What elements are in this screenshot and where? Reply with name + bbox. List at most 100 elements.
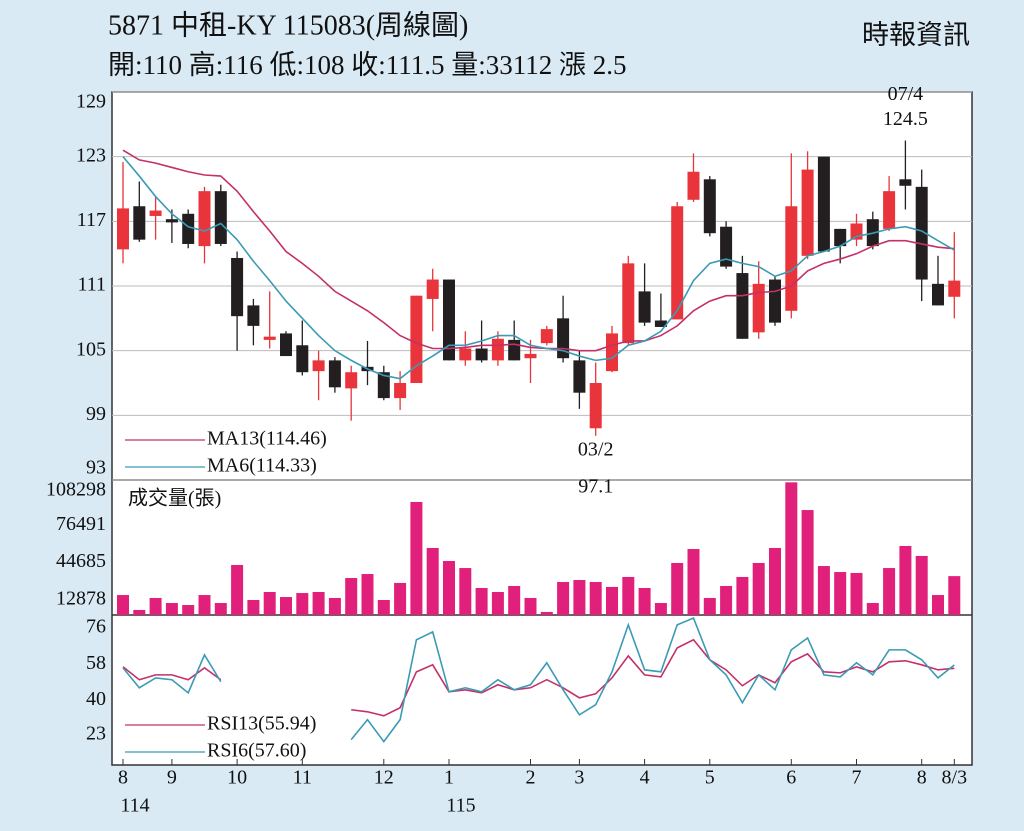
legend-label: MA6(114.33): [207, 455, 317, 477]
volume-bar: [296, 593, 309, 615]
volume-bar: [769, 547, 781, 615]
series-line: [122, 156, 955, 380]
volume-bar: [280, 597, 292, 615]
y-tick-label: 108298: [46, 479, 106, 501]
volume-bar: [182, 605, 195, 615]
volume-bar: [524, 597, 537, 615]
y-tick-label: 12878: [56, 587, 106, 609]
volume-bar: [133, 609, 146, 615]
volume-bar: [785, 482, 798, 615]
candle-body: [231, 257, 244, 317]
volume-bar: [328, 597, 341, 615]
annotation-label: 07/4: [888, 83, 924, 105]
volume-bar: [117, 595, 129, 615]
volume-bar: [671, 562, 684, 615]
x-tick-label: 8/3: [942, 767, 968, 789]
volume-bar: [606, 586, 618, 615]
volume-bar: [850, 572, 863, 615]
volume-bar: [622, 576, 635, 615]
x-tick-label: 3: [574, 767, 584, 789]
candle-body: [834, 228, 847, 247]
candle-body: [345, 372, 358, 389]
candle-body: [165, 219, 178, 223]
series-line: [350, 616, 955, 743]
volume-bar: [508, 586, 521, 615]
x-tick-label: 8: [118, 767, 128, 789]
x-tick-label: 9: [167, 767, 177, 789]
candle-body: [312, 360, 325, 372]
volume-bar: [915, 555, 928, 615]
candle-body: [932, 283, 944, 306]
candle-body: [328, 360, 341, 388]
candle-body: [899, 179, 912, 186]
candle-body: [573, 360, 586, 393]
candle-body: [459, 348, 472, 361]
volume-bar: [948, 576, 961, 615]
y-tick-label: 111: [77, 274, 106, 296]
x-tick-label: 12: [374, 767, 394, 789]
candle-body: [443, 279, 455, 361]
candle-body: [377, 372, 390, 399]
candle-body: [654, 320, 667, 327]
candle-body: [589, 383, 602, 429]
volume-bar: [443, 561, 455, 615]
candle-body: [394, 383, 407, 399]
volume-bar: [263, 591, 276, 615]
volume-bar: [247, 599, 260, 615]
candle-body: [540, 329, 553, 344]
candle-body: [410, 295, 423, 383]
volume-bar: [198, 595, 211, 615]
volume-bar: [361, 574, 374, 615]
candle-body: [149, 210, 162, 216]
volume-bar: [394, 582, 407, 615]
y-tick-label: 105: [76, 338, 106, 360]
candle-body: [883, 191, 896, 229]
volume-bar: [165, 603, 178, 615]
y-tick-label: 76491: [56, 513, 106, 535]
x-tick-label-year: 114: [120, 795, 149, 817]
candle-body: [117, 208, 129, 250]
x-tick-label: 4: [640, 767, 650, 789]
y-tick-label: 129: [76, 91, 106, 113]
volume-bar: [817, 566, 830, 615]
volume-bar: [540, 611, 553, 615]
candle-body: [475, 348, 488, 361]
candle-body: [247, 305, 260, 326]
candle-body: [785, 206, 798, 311]
candle-body: [622, 263, 635, 344]
x-tick-label: 5: [705, 767, 715, 789]
volume-bar: [736, 576, 749, 615]
legend-label: MA13(114.46): [207, 428, 327, 450]
volume-bar: [377, 599, 390, 615]
candle-body: [769, 279, 781, 323]
x-tick-label: 1: [444, 767, 454, 789]
volume-bar: [410, 501, 423, 615]
candle-body: [508, 339, 521, 361]
candle-body: [524, 353, 537, 359]
volume-bar: [638, 588, 651, 615]
chart-subtitle: 開:110 高:116 低:108 收:111.5 量:33112 漲 2.5: [108, 50, 627, 80]
y-tick-label: 76: [86, 615, 106, 637]
volume-bar: [557, 582, 570, 615]
volume-bar: [720, 586, 733, 615]
candle-body: [296, 345, 309, 373]
chart-title: 5871 中租-KY 115083(周線圖): [108, 9, 468, 41]
candle-body: [263, 336, 276, 340]
y-tick-label: 58: [86, 652, 106, 674]
candle-body: [671, 206, 684, 320]
volume-bar: [312, 591, 325, 615]
volume-bar: [654, 603, 667, 615]
x-tick-label: 6: [786, 767, 796, 789]
x-tick-label: 8: [917, 767, 927, 789]
candle-body: [280, 333, 292, 357]
candle-body: [214, 191, 227, 244]
candle-body: [606, 333, 618, 372]
series-line: [122, 149, 955, 352]
series-line: [122, 653, 222, 695]
candle-body: [915, 186, 928, 280]
candle-body: [752, 283, 765, 333]
y-tick-label: 23: [86, 722, 106, 744]
candle-body: [687, 171, 700, 200]
y-tick-label: 123: [76, 144, 106, 166]
